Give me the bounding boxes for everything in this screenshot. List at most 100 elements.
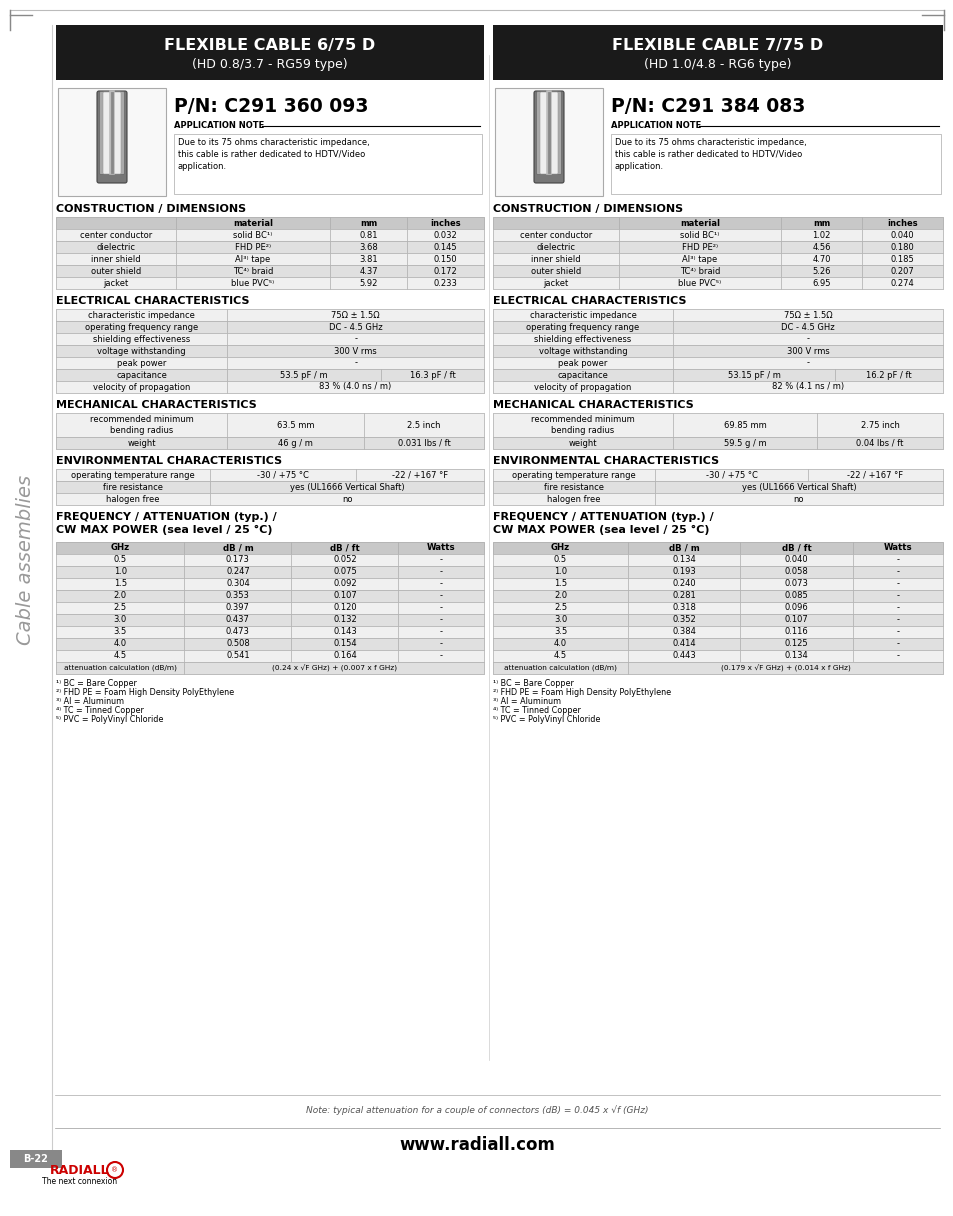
Bar (56, 602, 483, 614)
Text: GHz: GHz (111, 544, 130, 552)
Text: material: material (233, 219, 273, 227)
Bar (493, 542, 942, 554)
Bar (398, 651, 483, 662)
Bar (56, 492, 483, 505)
Text: TC⁴⁾ braid: TC⁴⁾ braid (233, 266, 273, 276)
Bar (56, 229, 483, 241)
Bar (56, 277, 483, 289)
Text: 0.353: 0.353 (226, 591, 250, 601)
Bar (781, 229, 862, 241)
Bar (740, 602, 852, 614)
Bar (330, 216, 407, 229)
Text: -: - (896, 627, 899, 636)
FancyBboxPatch shape (103, 92, 121, 174)
Text: outer shield: outer shield (530, 266, 580, 276)
Bar (291, 590, 398, 602)
Text: 4.56: 4.56 (811, 242, 830, 252)
Bar (56, 662, 184, 674)
Bar (227, 437, 364, 449)
Text: peak power: peak power (117, 359, 166, 367)
Bar (330, 229, 407, 241)
Text: -: - (439, 627, 442, 636)
Text: -: - (805, 359, 809, 367)
Bar (175, 229, 330, 241)
Bar (184, 662, 483, 674)
Text: 0.443: 0.443 (672, 652, 696, 660)
Bar (184, 590, 291, 602)
Bar (364, 437, 483, 449)
Bar (184, 565, 291, 578)
Text: 0.032: 0.032 (434, 231, 456, 240)
Text: DC - 4.5 GHz: DC - 4.5 GHz (329, 322, 382, 332)
Bar (407, 241, 483, 253)
Bar (862, 253, 942, 265)
Text: mm: mm (359, 219, 376, 227)
Text: 2.5: 2.5 (554, 603, 566, 613)
Bar (56, 638, 184, 651)
Text: weight: weight (127, 439, 155, 447)
Text: Watts: Watts (426, 544, 455, 552)
Bar (493, 492, 942, 505)
Text: ELECTRICAL CHARACTERISTICS: ELECTRICAL CHARACTERISTICS (56, 295, 250, 306)
Bar (781, 277, 862, 289)
Text: blue PVC⁵⁾: blue PVC⁵⁾ (231, 278, 274, 287)
Bar (862, 216, 942, 229)
Bar (56, 229, 175, 241)
Text: 4.5: 4.5 (113, 652, 127, 660)
Bar (493, 229, 618, 241)
Bar (618, 265, 781, 277)
Bar (816, 437, 942, 449)
Text: 75Ω ± 1.5Ω: 75Ω ± 1.5Ω (331, 310, 379, 320)
Text: ⁵⁾ PVC = PolyVinyl Chloride: ⁵⁾ PVC = PolyVinyl Chloride (56, 715, 163, 724)
Text: 46 g / m: 46 g / m (278, 439, 313, 447)
Text: -: - (354, 334, 356, 343)
Bar (58, 88, 166, 196)
Text: 3.0: 3.0 (113, 615, 127, 625)
Text: 0.274: 0.274 (890, 278, 913, 287)
Bar (862, 277, 942, 289)
Bar (862, 229, 942, 241)
Text: CONSTRUCTION / DIMENSIONS: CONSTRUCTION / DIMENSIONS (493, 204, 682, 214)
Bar (781, 253, 862, 265)
Text: capacitance: capacitance (116, 371, 167, 379)
Bar (493, 265, 942, 277)
Text: 4.0: 4.0 (113, 640, 127, 648)
Bar (184, 614, 291, 626)
Text: operating temperature range: operating temperature range (71, 471, 194, 479)
Text: 0.154: 0.154 (333, 640, 356, 648)
Text: center conductor: center conductor (519, 231, 592, 240)
Text: The next connexion: The next connexion (42, 1177, 117, 1187)
Bar (56, 437, 227, 449)
Text: 6.95: 6.95 (811, 278, 830, 287)
Bar (56, 345, 483, 358)
Text: 53.15 pF / m: 53.15 pF / m (727, 371, 780, 379)
Bar (56, 651, 483, 662)
Bar (493, 277, 942, 289)
Bar (655, 492, 942, 505)
Text: 2.5: 2.5 (113, 603, 127, 613)
Bar (173, 134, 481, 195)
Bar (493, 413, 672, 437)
Bar (210, 469, 355, 482)
Text: 0.150: 0.150 (434, 254, 456, 264)
FancyBboxPatch shape (536, 91, 561, 175)
Bar (56, 309, 227, 321)
Bar (291, 602, 398, 614)
Text: -: - (896, 652, 899, 660)
Text: 0.120: 0.120 (333, 603, 356, 613)
Text: 0.107: 0.107 (333, 591, 356, 601)
Text: -: - (896, 615, 899, 625)
Text: FREQUENCY / ATTENUATION (typ.) /
CW MAX POWER (sea level / 25 °C): FREQUENCY / ATTENUATION (typ.) / CW MAX … (493, 512, 713, 535)
Text: 0.281: 0.281 (672, 591, 696, 601)
Bar (175, 277, 330, 289)
Text: dB / ft: dB / ft (781, 544, 811, 552)
Text: -: - (439, 580, 442, 589)
Text: 0.052: 0.052 (333, 556, 356, 564)
Bar (493, 265, 618, 277)
Text: ³⁾ Al = Aluminum: ³⁾ Al = Aluminum (56, 697, 124, 706)
Text: 0.092: 0.092 (333, 580, 356, 589)
Text: 0.145: 0.145 (434, 242, 456, 252)
Bar (627, 565, 740, 578)
Text: 0.437: 0.437 (226, 615, 250, 625)
Text: -: - (439, 568, 442, 576)
